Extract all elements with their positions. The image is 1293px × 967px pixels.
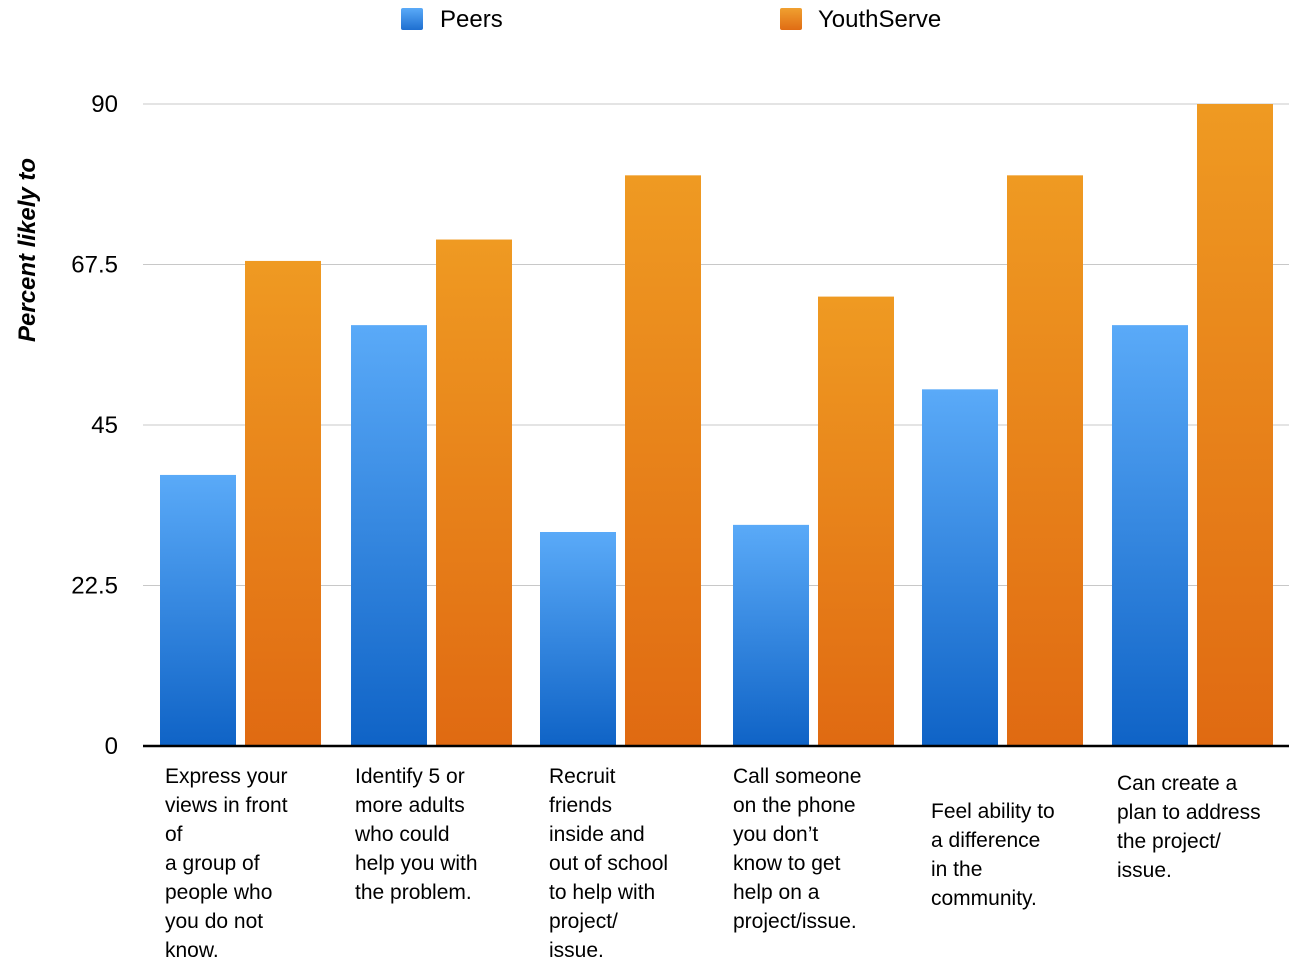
x-category-label: Recruit friends inside and out of school… bbox=[549, 765, 669, 962]
bar-youthserve bbox=[436, 239, 512, 747]
bar-youthserve bbox=[245, 260, 321, 746]
bar-peers bbox=[1112, 325, 1188, 746]
y-tick-label: 0 bbox=[105, 733, 118, 760]
bar-peers bbox=[351, 325, 427, 746]
legend-swatch-youthserve bbox=[780, 8, 802, 30]
y-tick-label: 67.5 bbox=[71, 252, 118, 279]
bar-youthserve bbox=[625, 175, 701, 747]
legend-label-peers: Peers bbox=[440, 6, 503, 33]
legend-swatch-peers bbox=[401, 8, 423, 30]
y-tick-label: 45 bbox=[91, 412, 118, 439]
x-category-label: Feel ability to a difference in the comm… bbox=[931, 800, 1055, 910]
bar-peers bbox=[733, 524, 809, 746]
x-category-label: Express your views in front of a group o… bbox=[165, 765, 288, 962]
y-tick-label: 22.5 bbox=[71, 573, 118, 600]
bar-peers bbox=[922, 389, 998, 746]
x-category-label: Call someone on the phone you don’t know… bbox=[733, 765, 862, 933]
bar-peers bbox=[160, 474, 236, 746]
bar-youthserve bbox=[818, 296, 894, 746]
bar-youthserve bbox=[1007, 175, 1083, 747]
x-category-label: Identify 5 or more adults who could help… bbox=[355, 765, 478, 904]
x-category-label: Can create a plan to address the project… bbox=[1117, 772, 1261, 882]
bar-youthserve bbox=[1197, 104, 1273, 746]
legend-label-youthserve: YouthServe bbox=[818, 6, 942, 33]
bar-peers bbox=[540, 532, 616, 746]
y-tick-label: 90 bbox=[91, 91, 118, 118]
